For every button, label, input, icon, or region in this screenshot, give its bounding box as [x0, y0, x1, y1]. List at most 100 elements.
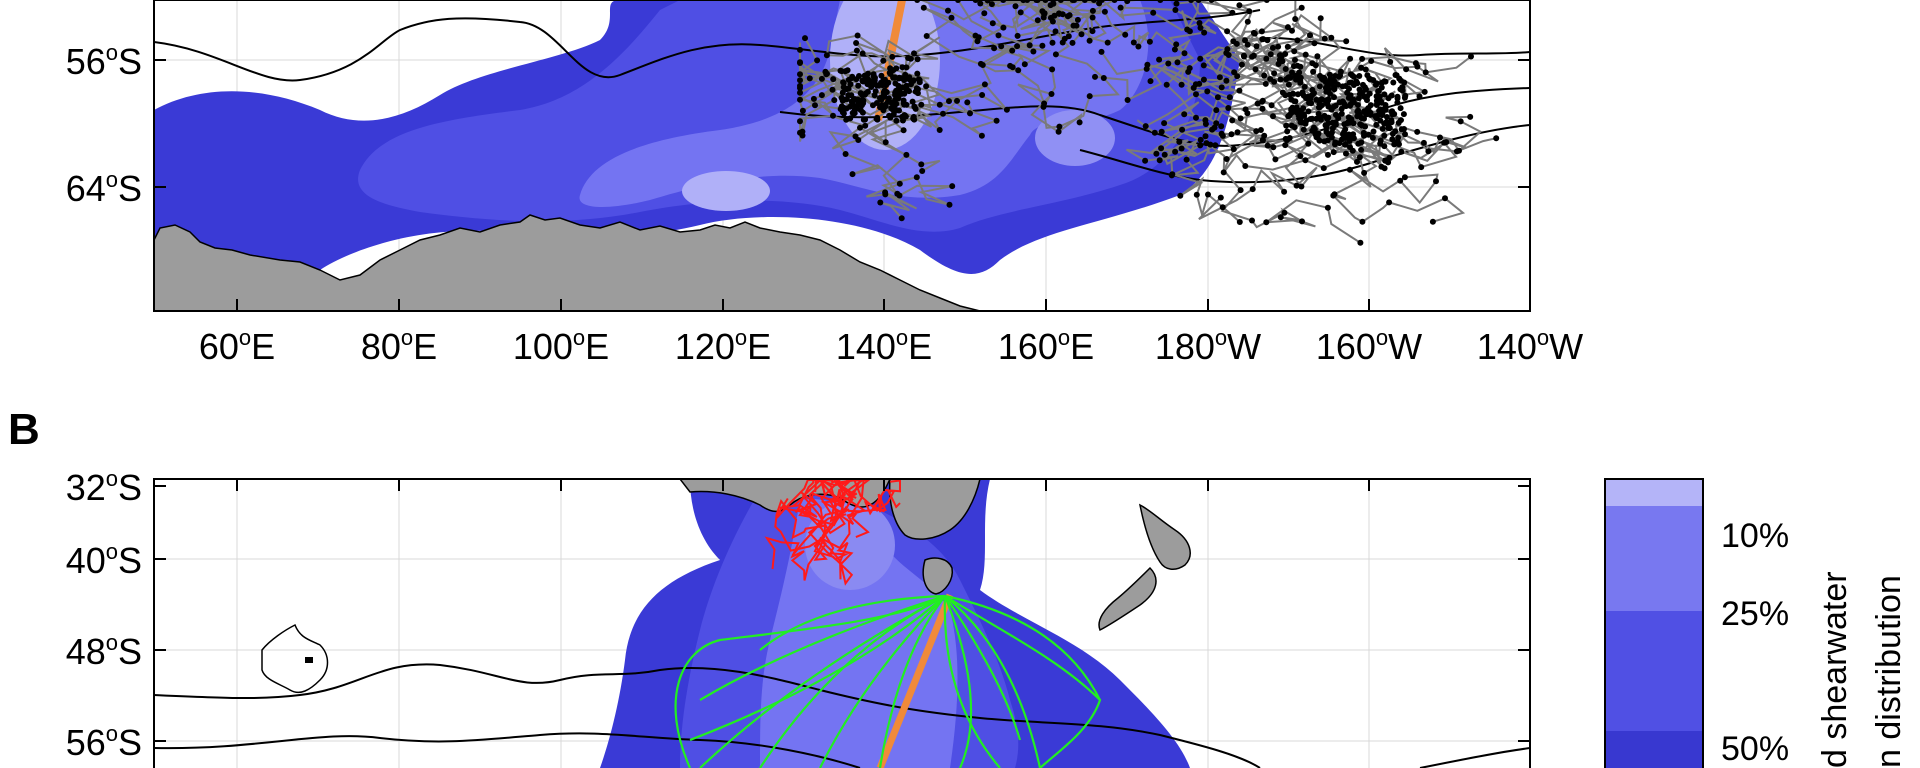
track-position-dot	[1264, 142, 1271, 149]
track-position-dot	[1142, 157, 1149, 164]
track-position-dot	[1359, 218, 1366, 225]
track-position-dot	[1305, 108, 1312, 115]
track-position-dot	[1151, 129, 1158, 136]
track-position-dot	[1403, 66, 1410, 73]
track-position-dot	[1224, 46, 1231, 53]
track-position-dot	[845, 92, 852, 99]
track-position-dot	[893, 117, 900, 124]
density-core-3	[1035, 110, 1115, 166]
track-position-dot	[1381, 132, 1388, 139]
track-position-dot	[1377, 140, 1384, 147]
track-position-dot	[1315, 104, 1322, 111]
panel-a-lat-label-1: 64oS	[66, 167, 142, 209]
track-position-dot	[911, 103, 918, 110]
red-tracks	[764, 479, 901, 586]
track-position-dot	[948, 14, 955, 21]
colorbar-label-50: 50%	[1721, 730, 1789, 768]
gray-track	[1089, 0, 1284, 71]
track-position-dot	[1325, 114, 1332, 121]
track-position-dot	[871, 77, 878, 84]
track-position-dot	[823, 52, 830, 59]
track-position-dot	[1288, 109, 1295, 116]
kerguelen-island	[305, 657, 313, 663]
green-track	[819, 595, 946, 768]
track-position-dot	[1381, 165, 1388, 172]
track-position-dot	[1302, 120, 1309, 127]
track-position-dot	[940, 110, 946, 117]
track-position-dot	[964, 99, 971, 106]
track-position-dot	[919, 168, 926, 174]
track-position-dot	[1306, 99, 1312, 106]
track-position-dot	[1330, 192, 1337, 199]
track-position-dot	[918, 161, 925, 168]
track-position-dot	[1349, 72, 1356, 79]
track-position-dot	[909, 98, 916, 105]
track-position-dot	[1122, 31, 1129, 38]
track-position-dot	[1356, 73, 1363, 79]
track-position-dot	[1277, 214, 1284, 221]
track-position-dot	[1052, 51, 1059, 58]
track-position-dot	[998, 43, 1005, 50]
track-position-dot	[1400, 111, 1407, 118]
track-position-dot	[851, 110, 858, 117]
track-position-dot	[1350, 120, 1357, 127]
track-position-dot	[1163, 81, 1170, 88]
track-position-dot	[1212, 142, 1219, 149]
track-position-dot	[874, 82, 881, 89]
track-position-dot	[1307, 32, 1313, 39]
track-position-dot	[1377, 117, 1384, 124]
track-position-dot	[1284, 24, 1291, 31]
track-position-dot	[812, 102, 818, 109]
track-position-dot	[862, 122, 869, 129]
track-position-dot	[881, 87, 888, 94]
track-position-dot	[1335, 115, 1342, 122]
track-position-dot	[1098, 48, 1105, 55]
colorbar-frame	[1604, 478, 1704, 768]
gray-track	[1160, 0, 1258, 48]
track-position-dot	[1196, 20, 1203, 26]
track-position-dot	[1344, 89, 1351, 96]
track-position-dot	[1354, 158, 1360, 165]
gray-track	[1311, 101, 1483, 164]
track-position-dot	[1177, 192, 1184, 199]
track-position-dot	[1186, 28, 1193, 35]
track-position-dot	[1328, 34, 1335, 41]
track-position-dot	[1204, 88, 1211, 95]
track-position-dot	[1176, 138, 1183, 145]
track-position-dot	[972, 32, 979, 39]
track-position-dot	[1279, 58, 1286, 65]
track-position-dot	[900, 100, 907, 107]
red-track	[791, 491, 850, 561]
track-position-dot	[967, 110, 973, 117]
antarctica-land	[154, 214, 981, 311]
track-position-dot	[1252, 66, 1259, 73]
gray-track	[970, 12, 1083, 134]
track-position-dot	[876, 95, 883, 101]
track-position-dot	[1249, 217, 1255, 224]
track-position-dot	[1267, 51, 1274, 58]
track-position-dot	[852, 133, 859, 140]
track-positions	[797, 0, 1500, 246]
track-position-dot	[1367, 102, 1374, 109]
track-position-dot	[1161, 120, 1168, 127]
track-position-dot	[882, 139, 889, 146]
track-position-dot	[843, 105, 850, 112]
track-position-dot	[887, 71, 894, 77]
track-position-dot	[1354, 102, 1361, 108]
gray-track	[1349, 121, 1468, 169]
gray-track	[983, 30, 1120, 129]
track-position-dot	[1387, 58, 1394, 65]
track-position-dot	[1214, 94, 1221, 101]
track-position-dot	[818, 92, 825, 99]
track-position-dot	[910, 77, 917, 84]
track-position-dot	[1202, 133, 1209, 140]
track-position-dot	[1362, 66, 1369, 73]
australia-land	[679, 479, 891, 513]
track-position-dot	[899, 113, 906, 120]
track-position-dot	[1364, 93, 1370, 100]
track-position-dot	[886, 95, 892, 102]
gray-track	[1267, 13, 1347, 80]
track-position-dot	[1398, 126, 1405, 133]
track-position-dot	[1089, 14, 1096, 21]
track-position-dot	[906, 76, 912, 83]
